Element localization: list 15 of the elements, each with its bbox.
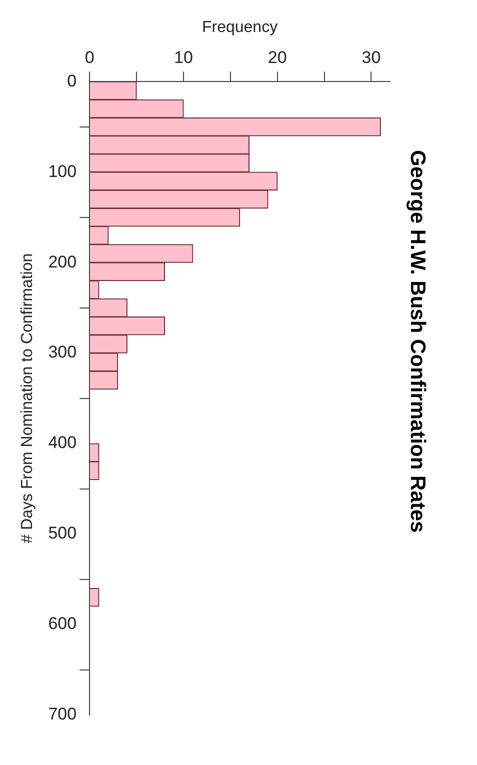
x-tick-label: 10: [174, 48, 193, 68]
y-tick-label: 100: [48, 162, 77, 181]
x-axis-title: Frequency: [202, 19, 278, 36]
y-tick-label: 0: [67, 71, 77, 90]
y-tick-label: 600: [48, 614, 77, 634]
x-tick-label: 20: [268, 48, 287, 68]
y-tick-label: 700: [48, 704, 77, 724]
y-tick-label: 200: [48, 252, 77, 272]
y-axis-title: # Days From Nomination to Confirmation: [19, 253, 36, 544]
y-tick-label: 500: [48, 524, 77, 543]
y-tick-label: 300: [48, 342, 77, 362]
x-tick-label: 0: [84, 48, 94, 68]
text: George H.W. Bush Confirmation Rates: [405, 150, 429, 535]
x-tick-label: 30: [362, 48, 381, 68]
y-tick-label: 400: [48, 433, 77, 452]
